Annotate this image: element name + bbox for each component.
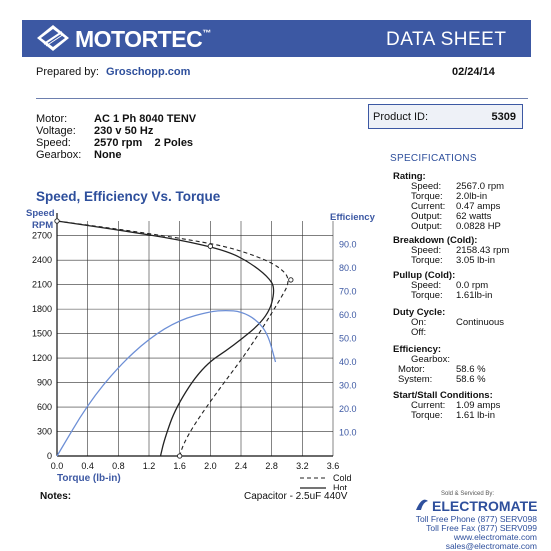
x-tick-label: 3.6 xyxy=(327,461,340,471)
breakdown-title: Breakdown (Cold): xyxy=(393,235,478,246)
data-point-marker xyxy=(177,453,183,459)
motor-row: Motor: AC 1 Ph 8040 TENV xyxy=(36,113,197,125)
y-tick-label: 1200 xyxy=(32,353,52,363)
x-tick-label: 1.6 xyxy=(173,461,186,471)
y2-tick-label: 20.0 xyxy=(339,404,357,414)
y2-tick-label: 70.0 xyxy=(339,287,357,297)
spec-row: Speed: 0.0 rpm xyxy=(411,280,489,291)
spec-row: Output: 62 watts xyxy=(411,211,492,222)
y-tick-label: 0 xyxy=(47,451,52,461)
y2-axis-label: Efficiency xyxy=(330,212,376,223)
y-tick-label: 2100 xyxy=(32,280,52,290)
prepared-by-value: Groschopp.com xyxy=(106,66,191,78)
product-id-value: 5309 xyxy=(491,111,516,123)
chart-markers xyxy=(54,218,294,459)
spec-row: Output: 0.0828 HP xyxy=(411,221,501,232)
spec-row: On: Continuous xyxy=(411,317,505,328)
distributor-name: ELECTROMATE xyxy=(432,498,538,514)
x-tick-label: 2.8 xyxy=(265,461,278,471)
legend-label-cold: Cold xyxy=(333,473,352,483)
x-tick-label: 3.2 xyxy=(296,461,309,471)
chart: 0.0 0.4 0.8 1.2 1.6 2.0 2.4 2.8 3.2 3.6 0 300 600 900… xyxy=(26,208,376,490)
efficiency-title: Efficiency: xyxy=(393,344,442,355)
spec-row: Motor: 58.6 % xyxy=(398,364,486,375)
electromate-logo-icon xyxy=(414,498,430,517)
data-point-marker xyxy=(54,218,60,224)
y-tick-label: 1500 xyxy=(32,329,52,339)
voltage-row: Voltage: 230 v 50 Hz xyxy=(36,125,154,137)
y-tick-label: 900 xyxy=(37,378,52,388)
start-stall-title: Start/Stall Conditions: xyxy=(393,390,493,401)
y-tick-label: 2700 xyxy=(32,231,52,241)
y2-tick-label: 50.0 xyxy=(339,334,357,344)
brand-name: MOTORTEC™ xyxy=(75,26,211,52)
speed-row: Speed: 2570 rpm 2 Poles xyxy=(36,137,194,149)
prepared-by: Prepared by: Groschopp.com xyxy=(36,66,190,78)
pullup-title: Pullup (Cold): xyxy=(393,270,456,281)
specifications-title: SPECIFICATIONS xyxy=(390,153,477,164)
y2-tick-label: 90.0 xyxy=(339,240,357,250)
y2-tick-label: 30.0 xyxy=(339,381,357,391)
x-axis-label: Torque (lb-in) xyxy=(57,473,121,484)
y2-tick-label: 80.0 xyxy=(339,263,357,273)
capacitor-note: Capacitor - 2.5uF 440V xyxy=(244,491,348,502)
spec-row: Torque: 1.61 lb-in xyxy=(411,410,496,421)
date: 02/24/14 xyxy=(452,66,495,78)
y-tick-label: 2400 xyxy=(32,255,52,265)
contact-email[interactable]: sales@electromate.com xyxy=(445,541,537,551)
contact-fax: Toll Free Fax (877) SERV099 xyxy=(426,523,537,533)
spec-row: Torque: 3.05 lb-in xyxy=(411,255,496,266)
document-title: DATA SHEET xyxy=(386,29,507,50)
contact-website[interactable]: www.electromate.com xyxy=(453,532,537,542)
chart-curves xyxy=(56,220,289,457)
y2-tick-label: 40.0 xyxy=(339,357,357,367)
motortec-logo-icon xyxy=(36,24,70,57)
y2-tick-label: 60.0 xyxy=(339,310,357,320)
spec-row: Torque: 2.0lb-in xyxy=(411,191,488,202)
sold-by-label: Sold & Serviced By: xyxy=(441,491,495,497)
x-tick-label: 2.0 xyxy=(204,461,217,471)
spec-row: Speed: 2567.0 rpm xyxy=(411,181,505,192)
chart-title: Speed, Efficiency Vs. Torque xyxy=(36,189,221,204)
x-tick-label: 2.4 xyxy=(235,461,248,471)
header-banner xyxy=(22,20,531,57)
x-tick-label: 0.0 xyxy=(51,461,64,471)
contact-phone: Toll Free Phone (877) SERV098 xyxy=(415,514,537,524)
spec-row: Speed: 2158.43 rpm xyxy=(411,245,510,256)
product-id-label: Product ID: xyxy=(373,111,429,123)
spec-row: Gearbox: xyxy=(411,354,451,365)
notes-label: Notes: xyxy=(40,491,72,502)
prepared-by-label: Prepared by: xyxy=(36,66,99,78)
gearbox-row: Gearbox: None xyxy=(36,149,122,161)
divider xyxy=(36,98,528,99)
chart-ticks: 0.0 0.4 0.8 1.2 1.6 2.0 2.4 2.8 3.2 3.6 0 300 600 900… xyxy=(32,231,357,471)
data-point-marker xyxy=(288,277,294,283)
spec-row: Current: 1.09 amps xyxy=(411,400,501,411)
product-id-box: Product ID: 5309 xyxy=(368,104,523,129)
y-tick-label: 300 xyxy=(37,427,52,437)
rating-title: Rating: xyxy=(393,171,426,182)
y-axis-label-unit: RPM xyxy=(32,220,53,231)
spec-row: Current: 0.47 amps xyxy=(411,201,501,212)
y-tick-label: 1800 xyxy=(32,304,52,314)
x-tick-label: 0.4 xyxy=(81,461,94,471)
spec-row: Off: xyxy=(411,327,427,338)
y-axis-label: Speed xyxy=(26,208,55,219)
spec-row: Torque: 1.61lb-in xyxy=(411,290,493,301)
chart-grid xyxy=(56,213,334,457)
x-tick-label: 1.2 xyxy=(143,461,156,471)
duty-cycle-title: Duty Cycle: xyxy=(393,307,446,318)
series-efficiency-line xyxy=(56,309,277,457)
x-tick-label: 0.8 xyxy=(112,461,125,471)
series-hot-line xyxy=(56,220,275,457)
y2-tick-label: 10.0 xyxy=(339,428,357,438)
y-tick-label: 600 xyxy=(37,402,52,412)
series-cold-line xyxy=(56,220,289,457)
legend-label-hot: Hot xyxy=(333,483,348,490)
spec-row: System: 58.6 % xyxy=(398,374,486,385)
data-point-marker xyxy=(207,243,213,249)
